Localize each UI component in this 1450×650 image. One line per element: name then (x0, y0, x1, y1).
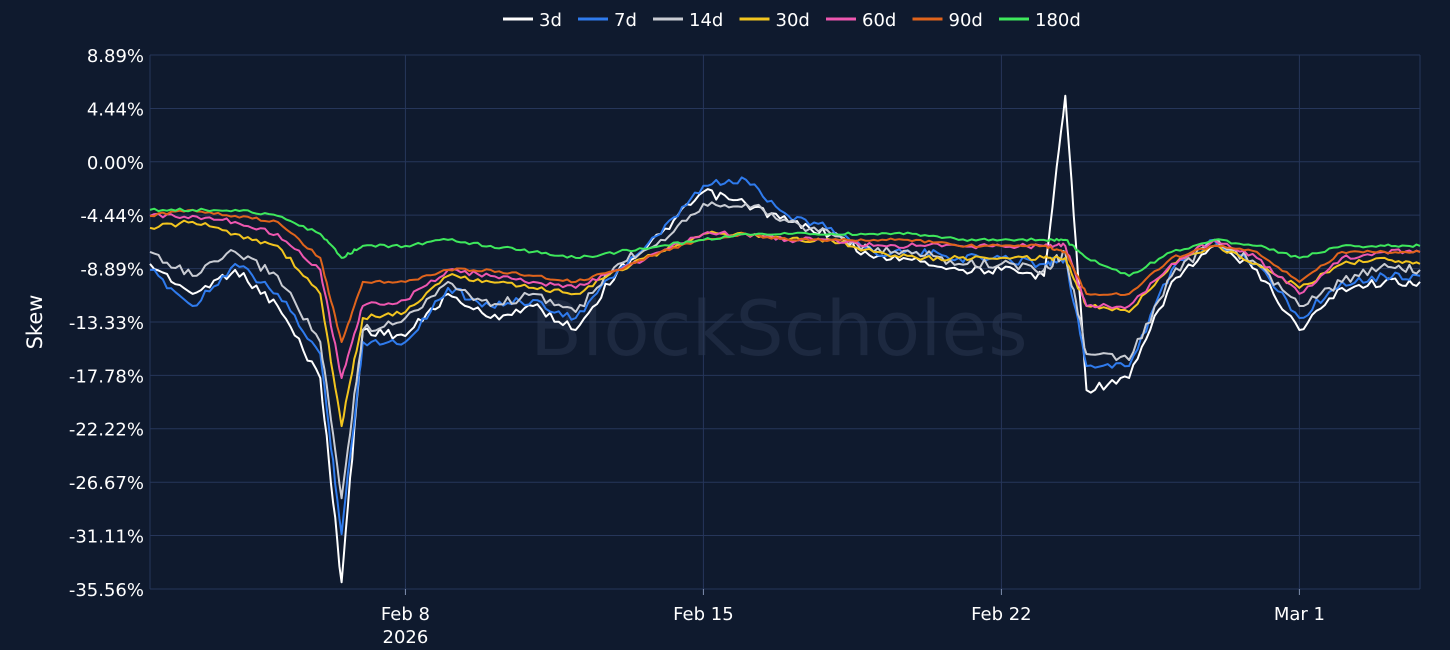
legend-label: 3d (539, 10, 562, 31)
legend-label: 14d (689, 10, 723, 31)
y-tick-label: 8.89% (87, 46, 144, 67)
legend-label: 7d (614, 10, 637, 31)
x-tick-label: Feb 22 (971, 604, 1032, 625)
y-axis-title: Skew (23, 295, 47, 350)
y-tick-label: -22.22% (69, 420, 144, 441)
y-tick-label: -26.67% (69, 473, 144, 494)
legend-label: 90d (949, 10, 983, 31)
y-tick-label: -17.78% (69, 366, 144, 387)
legend-item-180d[interactable]: 180d (999, 10, 1081, 31)
legend-item-60d[interactable]: 60d (826, 10, 896, 31)
x-tick-label: Feb 15 (673, 604, 734, 625)
series-line-180d (149, 207, 1421, 277)
y-tick-label: -31.11% (69, 527, 144, 548)
legend-item-30d[interactable]: 30d (739, 10, 810, 31)
y-tick-label: -35.56% (69, 580, 144, 601)
y-axis: 8.89% 4.44% 0.00% -4.44% -8.89% -13.33% -17.78… (69, 46, 144, 601)
legend-label: 30d (776, 10, 810, 31)
legend-item-3d[interactable]: 3d (503, 10, 562, 31)
x-tick-sublabel: 2026 (383, 627, 429, 648)
x-tick-label: Feb 8 (381, 604, 430, 625)
y-tick-label: 4.44% (87, 99, 144, 120)
series-line-90d (149, 208, 1421, 343)
series-layer (149, 94, 1421, 584)
y-tick-label: -8.89% (80, 260, 144, 281)
legend: 3d 7d 14d 30d 60d 90d 180d (503, 10, 1081, 31)
y-tick-label: -4.44% (80, 206, 144, 227)
legend-item-14d[interactable]: 14d (653, 10, 723, 31)
watermark-text: BlockScholes (530, 284, 1028, 373)
legend-item-90d[interactable]: 90d (912, 10, 983, 31)
legend-item-7d[interactable]: 7d (578, 10, 637, 31)
legend-label: 60d (862, 10, 896, 31)
legend-label: 180d (1035, 10, 1081, 31)
y-tick-label: -13.33% (69, 313, 144, 334)
x-tick-label: Mar 1 (1274, 604, 1325, 625)
y-tick-label: 0.00% (87, 153, 144, 174)
